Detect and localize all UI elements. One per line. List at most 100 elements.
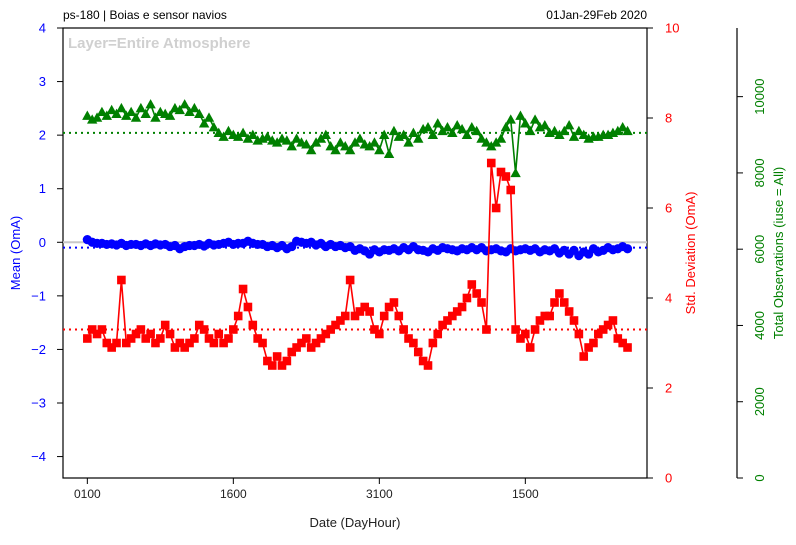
series-0-point-111 bbox=[622, 244, 633, 254]
series-2-point-91 bbox=[525, 125, 536, 136]
series-2-point-56 bbox=[354, 133, 366, 143]
right-tick-label-0: 0 bbox=[665, 471, 672, 486]
left-tick-label-3: 1 bbox=[39, 181, 46, 196]
series-1-point-23 bbox=[194, 320, 204, 330]
series-1-point-82 bbox=[482, 325, 491, 334]
series-1-point-109 bbox=[613, 334, 623, 343]
series-1-point-98 bbox=[559, 298, 569, 307]
series-1-point-106 bbox=[598, 325, 608, 334]
right-tick-label-4: 8 bbox=[665, 111, 672, 126]
series-2-point-6 bbox=[111, 108, 122, 118]
series-1-point-19 bbox=[175, 338, 185, 348]
series-1-point-59 bbox=[370, 325, 379, 334]
series-2-point-62 bbox=[383, 148, 395, 159]
series-2-point-20 bbox=[179, 99, 190, 109]
series-1-point-105 bbox=[594, 329, 603, 339]
series-2-point-76 bbox=[452, 120, 463, 130]
series-1-point-34 bbox=[248, 320, 258, 330]
series-2-point-85 bbox=[495, 133, 507, 143]
series-1-point-28 bbox=[219, 338, 228, 348]
series-1-point-75 bbox=[448, 311, 457, 321]
series-2-point-24 bbox=[198, 118, 210, 128]
series-1-point-107 bbox=[603, 320, 613, 330]
series-2-point-65 bbox=[398, 129, 409, 139]
series-2-point-26 bbox=[208, 121, 220, 132]
plot-frame bbox=[62, 27, 648, 479]
series-1-point-13 bbox=[146, 329, 155, 339]
series-1-point-49 bbox=[321, 329, 331, 339]
series-2-point-46 bbox=[306, 144, 317, 155]
series-1-point-97 bbox=[555, 289, 564, 298]
series-2-point-12 bbox=[140, 108, 151, 118]
series-1-point-17 bbox=[165, 329, 175, 339]
series-1-point-4 bbox=[102, 338, 112, 348]
header-left: ps-180 | Boias e sensor navios bbox=[63, 8, 227, 22]
series-1-point-74 bbox=[443, 316, 452, 325]
series-1-point-33 bbox=[243, 302, 253, 312]
series-2-point-82 bbox=[481, 137, 492, 147]
series-1-point-8 bbox=[121, 338, 131, 348]
series-1-point-44 bbox=[297, 338, 306, 348]
series-1-point-52 bbox=[336, 316, 345, 325]
series-2-point-75 bbox=[447, 127, 458, 138]
series-1-point-78 bbox=[462, 293, 472, 303]
series-2-point-96 bbox=[549, 125, 560, 136]
series-1-point-56 bbox=[355, 307, 365, 316]
series-2-point-110 bbox=[617, 121, 628, 132]
series-1-point-54 bbox=[345, 275, 355, 285]
series-1-point-36 bbox=[258, 338, 267, 348]
series-1-point-89 bbox=[516, 334, 525, 343]
left-axis-ticks: 4 3 2 1 0 −1 −2 −3 −4 bbox=[31, 21, 63, 464]
series-1-point-29 bbox=[224, 334, 233, 343]
left-axis-label: Mean (OmA) bbox=[8, 216, 23, 290]
series-2-point-86 bbox=[500, 121, 512, 132]
series-2-point-34 bbox=[247, 129, 258, 139]
layer-annotation: Layer=Entire Atmosphere bbox=[68, 35, 250, 52]
series-2-point-97 bbox=[554, 129, 565, 139]
series-1-point-73 bbox=[438, 320, 447, 330]
series-1-point-9 bbox=[126, 334, 136, 343]
series-1-point-90 bbox=[521, 329, 530, 339]
series-1-point-102 bbox=[579, 352, 589, 361]
series-2-point-92 bbox=[529, 114, 541, 124]
series-2-point-3 bbox=[96, 106, 108, 117]
series-1-point-104 bbox=[589, 338, 598, 348]
series-1-point-43 bbox=[292, 343, 301, 352]
series-1-point-111 bbox=[623, 343, 632, 352]
right-tick-label-5: 10 bbox=[665, 21, 679, 36]
series-1-point-7 bbox=[117, 275, 126, 285]
series-1-point-76 bbox=[452, 307, 462, 316]
series-2-point-42 bbox=[286, 141, 297, 151]
series-1-point-26 bbox=[209, 338, 219, 348]
series-1-point-67 bbox=[409, 338, 418, 348]
series-2-point-25 bbox=[203, 112, 215, 122]
series-1-point-30 bbox=[229, 325, 238, 334]
series-2-point-99 bbox=[563, 120, 575, 130]
series-1-point-2 bbox=[92, 329, 102, 339]
right-tick-label-3: 6 bbox=[665, 201, 672, 216]
series-1-point-48 bbox=[316, 334, 326, 343]
series-2-point-63 bbox=[388, 125, 400, 136]
far-right-axis-ticks: 0 2000 4000 6000 8000 10000 bbox=[737, 79, 767, 482]
header-right: 01Jan-29Feb 2020 bbox=[546, 8, 647, 22]
series-1-point-6 bbox=[112, 338, 121, 348]
series-2-point-54 bbox=[344, 144, 356, 155]
series-1-point-58 bbox=[365, 307, 374, 316]
x-tick-label-2: 3100 bbox=[366, 487, 393, 501]
series-1-point-12 bbox=[141, 334, 151, 343]
series-1-point-60 bbox=[375, 329, 384, 339]
series-2-point-61 bbox=[379, 129, 390, 139]
series-1-point-22 bbox=[190, 334, 199, 343]
series-2-point-58 bbox=[364, 141, 375, 151]
right-axis-ticks: 0 2 4 6 8 10 bbox=[647, 21, 679, 486]
series-1-point-86 bbox=[501, 172, 511, 181]
series-1-point-57 bbox=[360, 302, 370, 312]
x-axis-label: Date (DayHour) bbox=[309, 515, 400, 530]
series-2-point-111 bbox=[622, 125, 633, 136]
series-2-point-77 bbox=[456, 123, 468, 134]
series-1-point-62 bbox=[384, 302, 394, 312]
series-2-point-49 bbox=[320, 129, 331, 139]
series-2-point-48 bbox=[315, 133, 327, 143]
